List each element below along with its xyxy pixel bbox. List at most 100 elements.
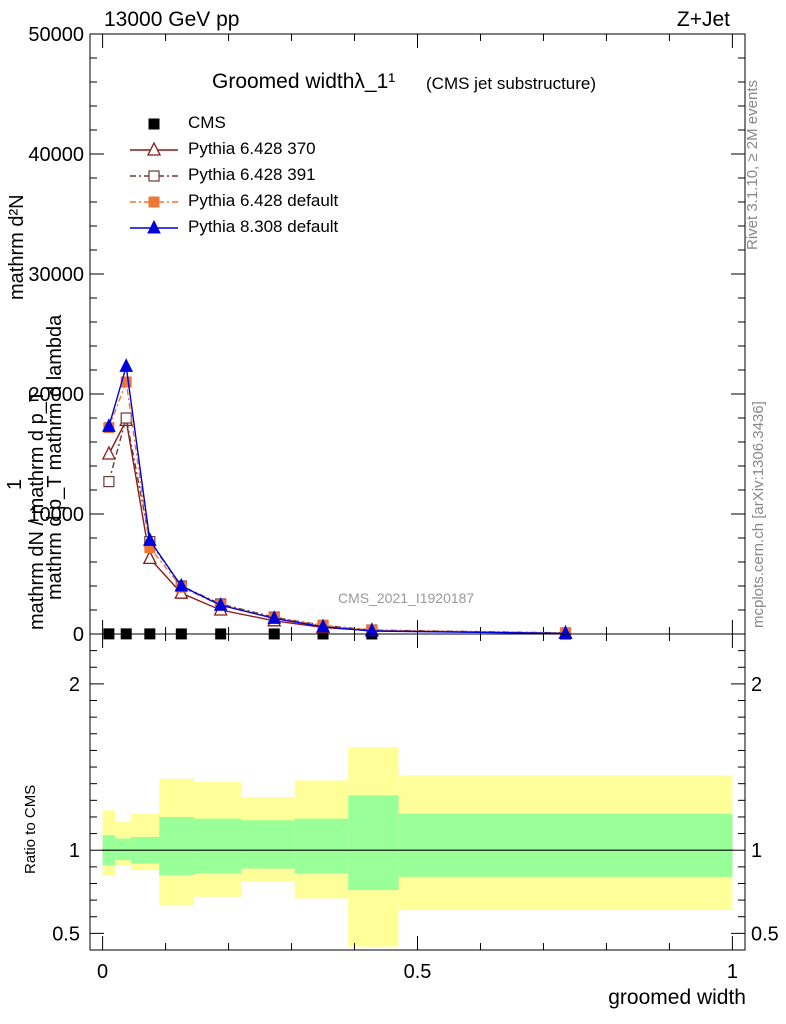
ratio-inner-band — [115, 838, 131, 861]
ratio-outer-band — [294, 780, 349, 899]
data-point — [119, 358, 134, 372]
ratio-plot-frame — [89, 633, 746, 951]
data-point — [120, 376, 132, 388]
ratio-outer-band — [241, 796, 295, 882]
process-label: Z+Jet — [676, 8, 730, 31]
data-point — [268, 612, 280, 624]
data-point — [267, 612, 282, 627]
x-tick-label: 1 — [727, 961, 738, 983]
data-point — [101, 445, 116, 460]
legend-item: Pythia 6.428 default — [124, 190, 384, 214]
ratio-outer-band — [348, 747, 399, 947]
data-point — [366, 624, 378, 636]
legend-label: Pythia 8.308 default — [188, 217, 339, 236]
data-point — [268, 611, 280, 623]
rivet-label: Rivet 3.1.10, ≥ 2M events — [744, 80, 761, 250]
ratio-y-tick-label-right: 1 — [751, 840, 762, 862]
legend-label: Pythia 6.428 default — [188, 191, 339, 210]
legend-marker — [147, 219, 161, 234]
energy-label: 13000 GeV pp — [104, 8, 240, 31]
data-point — [144, 535, 156, 548]
legend-marker — [148, 170, 160, 182]
legend-item: Pythia 8.308 default — [124, 216, 384, 240]
main-y-tick-label: 0 — [73, 624, 84, 646]
data-point — [559, 627, 572, 639]
legend-item: Pythia 6.428 391 — [124, 164, 384, 188]
ratio-outer-band — [193, 782, 242, 897]
data-point — [174, 584, 189, 599]
ratio-inner-band — [193, 818, 242, 874]
chart-title: Groomed widthλ_1¹ — [212, 70, 396, 93]
data-point — [558, 624, 573, 639]
ratio-y-tick-label-right: 2 — [751, 674, 762, 696]
data-point — [267, 610, 282, 624]
data-point — [213, 601, 228, 616]
y-label-den: mathrm d p_T mathrm d lambda — [44, 314, 66, 600]
data-point — [317, 628, 329, 640]
data-point — [119, 411, 134, 427]
legend-symbol — [130, 219, 178, 234]
ratio-outer-band — [159, 778, 194, 906]
ratio-inner-band — [294, 818, 349, 874]
data-point — [316, 618, 330, 633]
data-point — [103, 476, 115, 488]
data-point — [215, 599, 227, 611]
ratio-inner-band — [398, 813, 733, 877]
data-point — [317, 620, 329, 632]
legend-marker — [146, 141, 162, 156]
data-point — [175, 581, 187, 593]
data-point — [175, 580, 187, 592]
ratio-outer-band — [102, 810, 116, 876]
ratio-outer-band — [130, 813, 160, 871]
data-point — [103, 628, 115, 640]
x-tick-label: 0 — [97, 961, 108, 983]
legend-label: Pythia 6.428 391 — [188, 165, 316, 184]
legend-item: CMS — [124, 112, 384, 136]
data-point — [120, 628, 132, 640]
y-label-outer-num: 1 — [4, 478, 26, 490]
data-point — [174, 577, 189, 592]
data-point — [365, 622, 379, 637]
ratio-inner-band — [159, 816, 194, 876]
legend-label: CMS — [188, 113, 226, 132]
legend: CMS Pythia 6.428 370 Pythia 6.428 391 Pythi… — [124, 112, 384, 242]
ratio-y-axis-label: Ratio to CMS — [22, 784, 39, 874]
data-point — [317, 619, 329, 631]
data-point — [102, 418, 116, 432]
chart-subtitle: (CMS jet substructure) — [426, 74, 597, 93]
data-point — [215, 628, 227, 640]
data-point — [558, 625, 573, 639]
data-point — [213, 597, 228, 611]
data-point — [315, 618, 331, 634]
analysis-label: CMS_2021_I1920187 — [338, 590, 475, 606]
data-point — [120, 412, 132, 424]
y-label-num: mathrm d²N — [6, 194, 28, 300]
legend-label: Pythia 6.428 370 — [188, 139, 316, 158]
ratio-inner-band — [130, 836, 160, 864]
ratio-y-tick-label-right: 0.5 — [751, 923, 779, 945]
ratio-outer-band — [115, 821, 131, 866]
data-point — [144, 542, 156, 554]
legend-marker — [148, 118, 160, 130]
ratio-inner-band — [348, 795, 399, 891]
ratio-outer-band — [398, 775, 733, 911]
data-point — [366, 624, 378, 636]
ratio-inner-band — [241, 820, 295, 869]
data-point — [175, 628, 187, 640]
data-point — [268, 628, 280, 640]
legend-symbol — [130, 141, 178, 156]
data-point — [103, 422, 115, 434]
data-point — [364, 622, 379, 637]
ratio-inner-band — [102, 835, 116, 866]
data-point — [215, 598, 227, 610]
data-point — [142, 549, 157, 565]
ratio-y-tick-label: 0.5 — [52, 923, 80, 945]
legend-marker — [148, 196, 160, 208]
series-0 — [103, 628, 572, 640]
data-point — [143, 532, 157, 546]
legend-symbol — [130, 196, 178, 208]
data-point — [144, 628, 156, 640]
x-axis-label: groomed width — [608, 986, 746, 1009]
legend-symbol — [148, 118, 160, 130]
